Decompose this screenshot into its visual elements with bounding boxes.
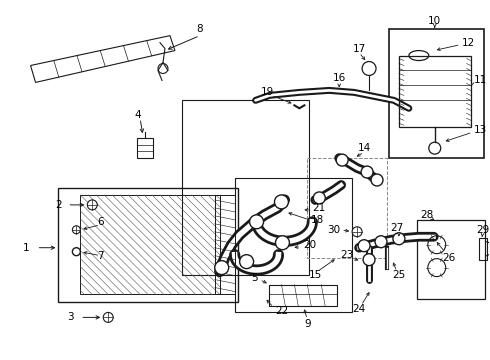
Circle shape (336, 154, 348, 166)
Text: 29: 29 (476, 225, 489, 235)
Circle shape (352, 227, 362, 237)
Circle shape (249, 215, 264, 229)
Text: 24: 24 (352, 305, 366, 314)
Text: 10: 10 (428, 16, 441, 26)
Text: 5: 5 (251, 273, 258, 283)
Bar (479, 238, 487, 260)
Bar (307, 158, 387, 258)
Bar (270, 284, 337, 306)
Text: 26: 26 (442, 253, 455, 263)
Bar (389, 29, 484, 158)
Text: 2: 2 (55, 200, 62, 210)
Text: 7: 7 (97, 251, 103, 261)
Circle shape (393, 233, 405, 245)
Circle shape (363, 254, 375, 266)
Circle shape (87, 200, 98, 210)
Text: 21: 21 (313, 203, 326, 213)
Circle shape (375, 236, 387, 248)
Text: 13: 13 (474, 125, 487, 135)
Bar (58, 188, 238, 302)
Text: 3: 3 (67, 312, 74, 323)
Bar (235, 178, 352, 312)
Circle shape (313, 192, 325, 204)
Text: 23: 23 (341, 250, 354, 260)
Text: 12: 12 (462, 37, 475, 48)
Circle shape (240, 255, 253, 269)
Text: 20: 20 (303, 240, 316, 250)
Bar (182, 100, 309, 275)
Bar (137, 138, 153, 158)
Circle shape (103, 312, 113, 322)
Circle shape (358, 240, 370, 252)
Text: 17: 17 (352, 44, 366, 54)
Text: 16: 16 (333, 73, 346, 84)
Circle shape (158, 63, 168, 73)
Text: 30: 30 (328, 225, 341, 235)
Circle shape (274, 195, 289, 209)
Circle shape (73, 226, 80, 234)
Bar (417, 220, 485, 300)
Bar (215, 195, 235, 294)
Text: 28: 28 (420, 210, 434, 220)
Text: 25: 25 (392, 270, 406, 280)
Text: 19: 19 (261, 87, 274, 98)
Text: 8: 8 (196, 24, 203, 34)
Text: 27: 27 (391, 223, 404, 233)
Bar (80, 195, 220, 294)
Text: 22: 22 (275, 306, 288, 316)
Text: 14: 14 (357, 143, 371, 153)
Text: 11: 11 (474, 76, 487, 85)
Text: 6: 6 (97, 217, 103, 227)
Circle shape (371, 174, 383, 186)
Bar (399, 55, 470, 127)
Text: 18: 18 (311, 215, 324, 225)
Circle shape (215, 261, 229, 275)
Text: 15: 15 (309, 270, 322, 280)
Text: 9: 9 (304, 319, 311, 329)
Text: 4: 4 (135, 110, 142, 120)
Circle shape (361, 166, 373, 178)
Circle shape (275, 236, 290, 250)
Circle shape (73, 248, 80, 256)
Text: 1: 1 (23, 243, 30, 253)
